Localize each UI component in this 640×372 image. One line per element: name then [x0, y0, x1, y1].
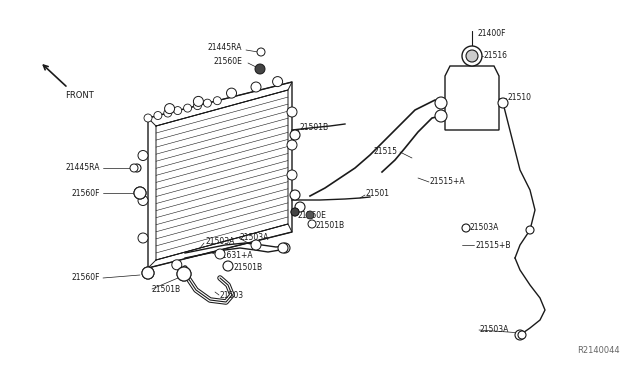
- Text: 21515+B: 21515+B: [475, 241, 511, 250]
- Text: 21503: 21503: [220, 291, 244, 299]
- Text: 21501B: 21501B: [316, 221, 345, 231]
- Circle shape: [526, 226, 534, 234]
- Circle shape: [291, 208, 299, 216]
- Text: FRONT: FRONT: [65, 90, 93, 99]
- Circle shape: [278, 243, 288, 253]
- Circle shape: [154, 112, 162, 119]
- Circle shape: [515, 330, 525, 340]
- Text: 21510: 21510: [507, 93, 531, 103]
- Circle shape: [306, 211, 314, 219]
- Circle shape: [498, 98, 508, 108]
- Circle shape: [138, 233, 148, 243]
- Circle shape: [172, 260, 182, 270]
- Text: 21515+A: 21515+A: [430, 177, 466, 186]
- Text: 21503A: 21503A: [240, 232, 269, 241]
- Text: 21501B: 21501B: [233, 263, 262, 273]
- Text: 21516: 21516: [484, 51, 508, 61]
- Circle shape: [193, 102, 202, 110]
- Text: 21445RA: 21445RA: [207, 44, 241, 52]
- Text: 21503A: 21503A: [480, 326, 509, 334]
- Circle shape: [164, 103, 175, 113]
- Circle shape: [223, 261, 233, 271]
- Circle shape: [213, 97, 221, 105]
- Text: 21503A: 21503A: [470, 224, 499, 232]
- Text: 21501B: 21501B: [300, 124, 329, 132]
- Circle shape: [215, 249, 225, 259]
- Circle shape: [204, 99, 211, 107]
- Text: 21560E: 21560E: [298, 211, 327, 219]
- Circle shape: [280, 243, 290, 253]
- Circle shape: [287, 140, 297, 150]
- Circle shape: [291, 208, 299, 216]
- Circle shape: [134, 187, 146, 199]
- Circle shape: [144, 114, 152, 122]
- Circle shape: [173, 106, 182, 115]
- Text: 21501: 21501: [365, 189, 389, 198]
- Circle shape: [134, 187, 146, 199]
- Circle shape: [142, 267, 154, 279]
- Circle shape: [177, 267, 191, 281]
- Text: 21445RA: 21445RA: [65, 164, 100, 173]
- Circle shape: [287, 107, 297, 117]
- Text: 21560F: 21560F: [72, 273, 100, 282]
- Circle shape: [177, 267, 191, 281]
- Circle shape: [138, 151, 148, 160]
- Circle shape: [130, 164, 138, 172]
- Text: 21503A: 21503A: [205, 237, 234, 247]
- Circle shape: [466, 50, 478, 62]
- Circle shape: [251, 82, 261, 92]
- Circle shape: [227, 88, 237, 98]
- Polygon shape: [445, 66, 499, 130]
- Circle shape: [462, 224, 470, 232]
- Text: 21501B: 21501B: [152, 285, 181, 295]
- Circle shape: [142, 267, 154, 279]
- Circle shape: [138, 196, 148, 205]
- Circle shape: [290, 130, 300, 140]
- Text: 21400F: 21400F: [477, 29, 506, 38]
- Circle shape: [251, 240, 261, 250]
- Circle shape: [257, 48, 265, 56]
- Text: 21560E: 21560E: [213, 58, 242, 67]
- Text: 21560F: 21560F: [72, 189, 100, 198]
- Circle shape: [518, 331, 526, 339]
- Circle shape: [462, 46, 482, 66]
- Circle shape: [290, 190, 300, 200]
- Circle shape: [255, 64, 265, 74]
- Circle shape: [184, 104, 191, 112]
- Circle shape: [308, 220, 316, 228]
- Text: R2140044: R2140044: [577, 346, 620, 355]
- Circle shape: [287, 170, 297, 180]
- Text: 21515: 21515: [374, 148, 398, 157]
- Text: 21631+A: 21631+A: [218, 250, 253, 260]
- Circle shape: [164, 109, 172, 117]
- Circle shape: [193, 96, 204, 106]
- Circle shape: [295, 202, 305, 212]
- Circle shape: [273, 77, 283, 87]
- Circle shape: [133, 164, 141, 172]
- Circle shape: [435, 97, 447, 109]
- Circle shape: [435, 110, 447, 122]
